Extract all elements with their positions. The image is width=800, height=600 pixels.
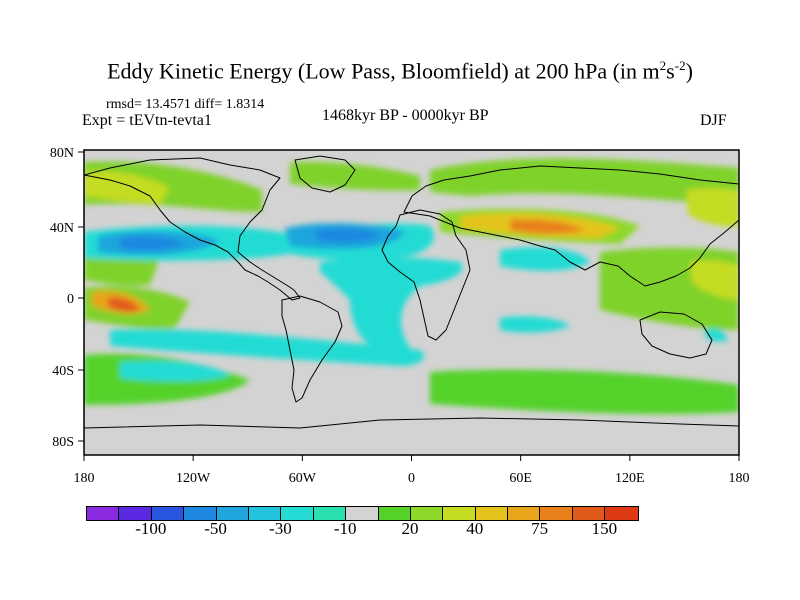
africa-outline <box>381 209 471 341</box>
lon-label: 180 <box>74 471 95 486</box>
colorbar-label: 40 <box>466 519 484 538</box>
colorbar-swatch <box>475 507 509 520</box>
antarctica-outline <box>84 417 739 429</box>
energy-field <box>84 158 739 415</box>
colorbar-swatch <box>184 507 217 520</box>
colorbar-swatch <box>119 507 152 520</box>
australia-outline <box>639 311 713 359</box>
stats-text: rmsd= 13.4571 diff= 1.8314 <box>106 97 265 112</box>
colorbar-label: -10 <box>333 519 357 538</box>
plot-title: Eddy Kinetic Energy (Low Pass, Bloomfiel… <box>107 58 693 84</box>
south-america-outline <box>281 295 343 403</box>
colorbar-label: -50 <box>204 519 227 538</box>
colorbar-swatch <box>572 507 606 520</box>
coastlines <box>84 155 739 429</box>
lon-label: 0 <box>408 471 415 486</box>
colorbar-label: 20 <box>401 519 419 538</box>
colorbar-swatch <box>248 507 282 520</box>
lon-label: 60E <box>509 471 532 486</box>
lat-label: 0 <box>67 292 74 307</box>
colorbar-swatch <box>281 507 314 520</box>
lat-label: 80N <box>50 146 74 161</box>
colorbar-swatch <box>508 507 541 520</box>
lat-label: 40S <box>52 364 74 379</box>
colorbar-swatch <box>313 507 347 520</box>
lon-label: 60W <box>289 471 317 486</box>
colorbar-swatch <box>151 507 185 520</box>
colorbar-swatch <box>605 507 638 520</box>
colorbar-swatch <box>378 507 411 520</box>
colorbar <box>86 506 639 521</box>
lat-label: 80S <box>52 435 74 450</box>
greenland-outline <box>294 155 356 193</box>
colorbar-label: -30 <box>269 519 292 538</box>
lon-label: 120W <box>176 471 211 486</box>
period-label: 1468kyr BP - 0000kyr BP <box>322 107 489 124</box>
colorbar-label: 75 <box>531 519 549 538</box>
colorbar-swatch <box>346 507 379 520</box>
lat-label: 40N <box>50 221 74 236</box>
colorbar-label: -100 <box>135 519 167 538</box>
north-america-outline <box>84 157 301 301</box>
colorbar-swatch <box>540 507 573 520</box>
eurasia-outline <box>403 165 739 287</box>
lon-label: 120E <box>615 471 645 486</box>
colorbar-swatch <box>87 507 120 520</box>
colorbar-swatch <box>216 507 249 520</box>
season-label: DJF <box>700 112 727 129</box>
colorbar-label: 150 <box>591 519 618 538</box>
axis-ticks <box>78 151 740 461</box>
colorbar-swatch <box>410 507 444 520</box>
axis-tick-labels: 80N 40N 0 40S 80S 180 120W 60W 0 60E 120E 180 <box>50 146 750 486</box>
experiment-label: Expt = tEVtn-tevta1 <box>82 112 212 129</box>
colorbar-swatch <box>443 507 476 520</box>
lon-label: 180 <box>729 471 750 486</box>
